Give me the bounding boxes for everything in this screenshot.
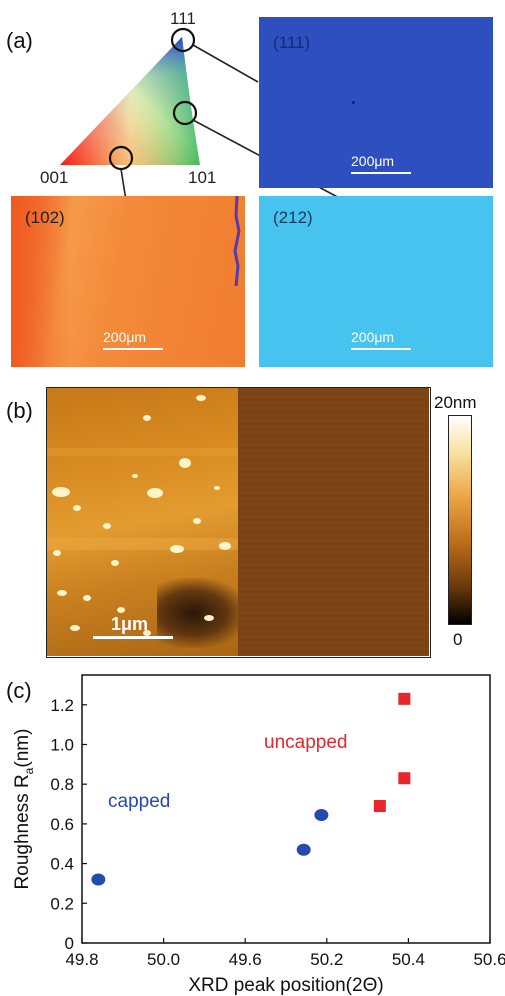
y-tick-label: 1.0 <box>50 735 74 754</box>
panel-b-label: (b) <box>6 398 33 423</box>
x-tick-label: 49.6 <box>229 950 262 969</box>
marker-circle-111 <box>170 27 196 53</box>
capped-point <box>314 808 329 821</box>
y-tick-label: 0.8 <box>50 775 74 794</box>
ebsd-image-212: (212) 200μm <box>259 196 493 367</box>
uncapped-point <box>398 692 411 705</box>
x-tick-label: 50.0 <box>147 950 180 969</box>
scalebar-label-111: 200μm <box>351 153 395 169</box>
image-label-212: (212) <box>273 208 313 227</box>
scalebar-212 <box>351 348 411 350</box>
y-tick-label: 0.6 <box>50 815 74 834</box>
afm-image-capped: 1μm <box>47 388 238 656</box>
triangle-label-111: 111 <box>170 9 196 28</box>
ebsd-image-102: (102) 200μm <box>11 196 245 367</box>
panel-c-label: (c) <box>6 678 32 703</box>
series-label-uncapped: uncapped <box>264 732 347 753</box>
afm-image-uncapped <box>238 388 429 656</box>
triangle-label-101: 101 <box>188 168 217 187</box>
afm-scalebar <box>93 636 173 639</box>
capped-point <box>91 873 106 886</box>
image-label-102: (102) <box>25 208 65 227</box>
x-tick-label: 50.2 <box>310 950 343 969</box>
colorbar-max-label: 20nm <box>434 393 477 412</box>
x-axis-title: XRD peak position(2Θ) <box>188 975 383 996</box>
image-label-111: (111) <box>273 33 311 52</box>
roughness-scatter-chart: 0 0.2 0.4 0.6 0.8 1.0 1.2 49.8 50.0 49.6 50.2 50.4 5… <box>12 674 505 996</box>
afm-scalebar-label: 1μm <box>111 614 149 634</box>
x-tick-label: 49.8 <box>65 950 98 969</box>
colorbar <box>448 415 472 625</box>
y-tick-label: 0.2 <box>50 894 74 913</box>
y-tick-label: 0 <box>65 934 74 953</box>
ebsd-image-111: (111) 200μm <box>259 17 493 188</box>
uncapped-point <box>398 772 411 785</box>
x-tick-label: 50.6 <box>473 950 505 969</box>
scalebar-102 <box>103 348 163 350</box>
colorbar-min-label: 0 <box>453 630 463 649</box>
scalebar-label-212: 200μm <box>351 329 395 345</box>
x-tick-label: 50.4 <box>392 950 425 969</box>
y-tick-label: 1.2 <box>50 696 74 715</box>
y-tick-label: 0.4 <box>50 855 74 874</box>
uncapped-point <box>373 800 386 813</box>
ipf-triangle-diagram <box>60 27 200 171</box>
marker-circle-212 <box>172 100 198 126</box>
plot-frame <box>81 674 491 944</box>
y-axis-title: Roughness Ra(nm) <box>12 729 36 890</box>
scalebar-label-102: 200μm <box>103 329 147 345</box>
series-label-capped: capped <box>108 791 170 812</box>
scalebar-111 <box>351 172 411 174</box>
panel-a-label: (a) <box>6 28 33 53</box>
triangle-label-001: 001 <box>40 168 69 187</box>
capped-point <box>296 843 311 856</box>
